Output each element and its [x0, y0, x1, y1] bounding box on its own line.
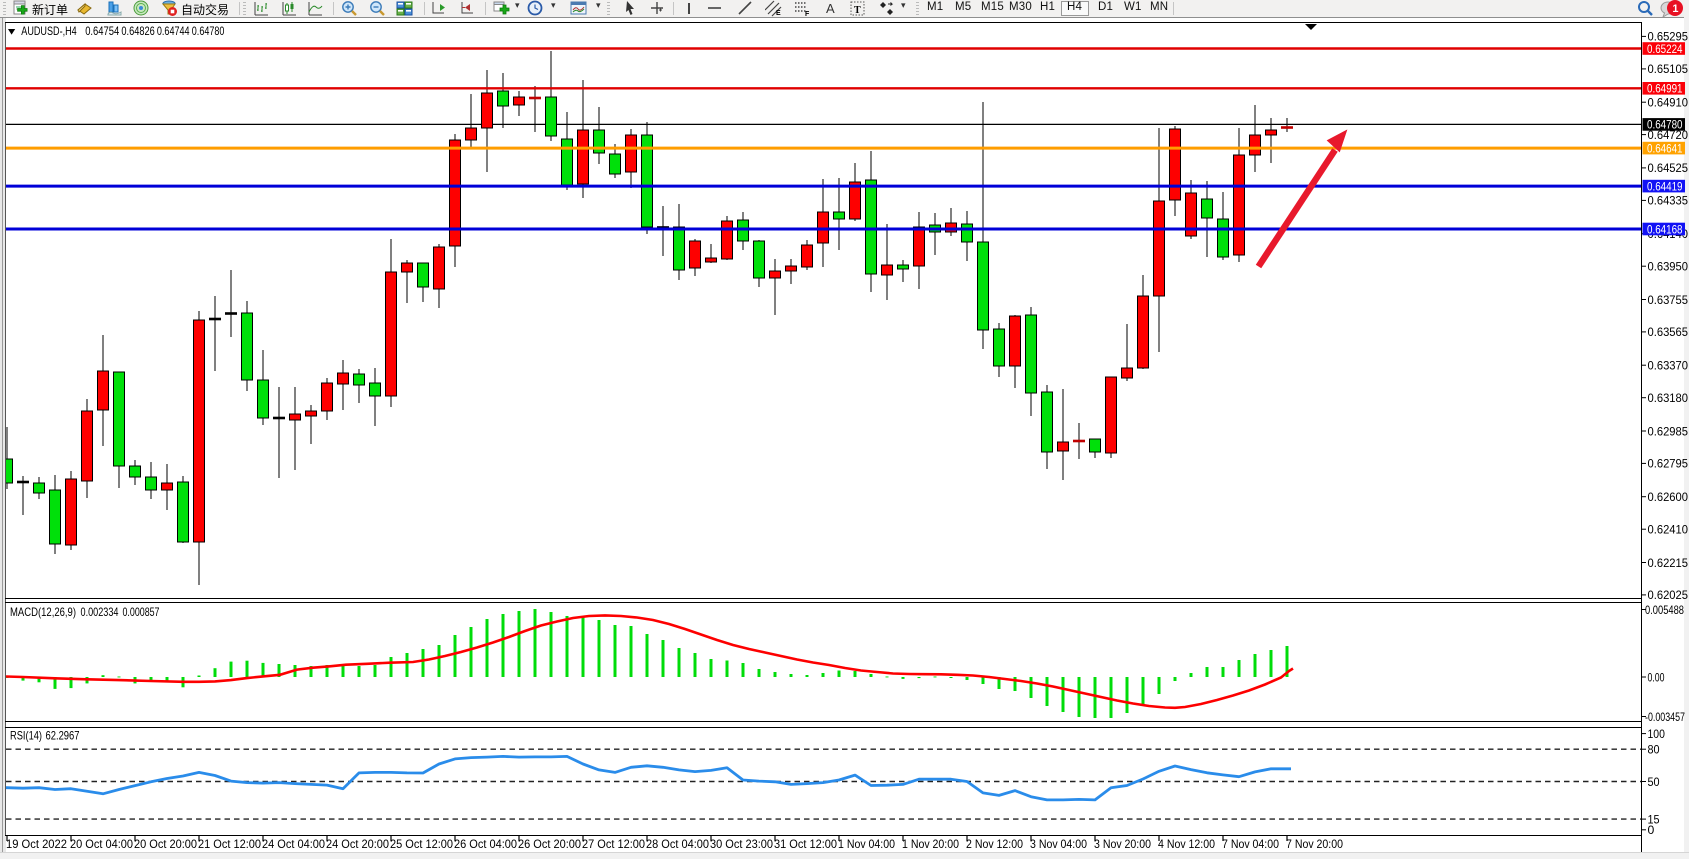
- svg-text:4 Nov 12:00: 4 Nov 12:00: [1158, 837, 1215, 851]
- svg-text:0.64780: 0.64780: [192, 24, 225, 38]
- svg-text:26 Oct 04:00: 26 Oct 04:00: [454, 837, 517, 851]
- svg-text:MACD(12,26,9): MACD(12,26,9): [10, 605, 76, 619]
- svg-text:0.64335: 0.64335: [1648, 194, 1689, 208]
- svg-text:2 Nov 12:00: 2 Nov 12:00: [966, 837, 1023, 851]
- svg-text:AUDUSD-,H4: AUDUSD-,H4: [21, 24, 77, 38]
- svg-text:0.63180: 0.63180: [1648, 391, 1689, 405]
- svg-text:27 Oct 12:00: 27 Oct 12:00: [582, 837, 645, 851]
- svg-text:20 Oct 04:00: 20 Oct 04:00: [70, 837, 133, 851]
- svg-text:1 Nov 20:00: 1 Nov 20:00: [902, 837, 959, 851]
- svg-text:0.002334: 0.002334: [81, 605, 119, 619]
- svg-text:0.64419: 0.64419: [1647, 179, 1683, 193]
- svg-text:0.64910: 0.64910: [1648, 96, 1689, 110]
- svg-text:E: E: [776, 10, 781, 17]
- svg-text:0.63565: 0.63565: [1648, 325, 1689, 339]
- svg-text:28 Oct 04:00: 28 Oct 04:00: [646, 837, 709, 851]
- svg-text:0.62985: 0.62985: [1648, 424, 1689, 438]
- svg-text:T: T: [854, 5, 861, 16]
- svg-text:F: F: [805, 11, 810, 17]
- svg-text:0.64641: 0.64641: [1647, 141, 1683, 155]
- svg-text:24 Oct 20:00: 24 Oct 20:00: [326, 837, 389, 851]
- svg-text:1: 1: [1672, 3, 1678, 15]
- svg-text:0.64168: 0.64168: [1647, 222, 1683, 236]
- svg-text:3 Nov 20:00: 3 Nov 20:00: [1094, 837, 1151, 851]
- svg-text:0.00: 0.00: [1648, 670, 1665, 684]
- svg-text:62.2967: 62.2967: [46, 729, 80, 743]
- svg-text:0.65295: 0.65295: [1648, 30, 1689, 44]
- svg-text:0.000857: 0.000857: [123, 605, 160, 619]
- svg-text:0.64744: 0.64744: [157, 24, 190, 38]
- svg-text:0.63950: 0.63950: [1648, 260, 1689, 274]
- svg-text:20 Oct 20:00: 20 Oct 20:00: [134, 837, 197, 851]
- svg-text:RSI(14): RSI(14): [10, 729, 42, 743]
- svg-text:0: 0: [1648, 823, 1655, 837]
- svg-text:0.65105: 0.65105: [1648, 62, 1689, 76]
- svg-text:0.64826: 0.64826: [121, 24, 155, 38]
- svg-text:15: 15: [1648, 812, 1660, 826]
- svg-text:7 Nov 04:00: 7 Nov 04:00: [1222, 837, 1279, 851]
- svg-text:0.64754: 0.64754: [85, 24, 119, 38]
- svg-text:0.005488: 0.005488: [1645, 603, 1684, 617]
- svg-text:0.64780: 0.64780: [1647, 118, 1683, 132]
- svg-text:25 Oct 12:00: 25 Oct 12:00: [390, 837, 453, 851]
- svg-text:0.62025: 0.62025: [1648, 588, 1689, 602]
- svg-text:0.64720: 0.64720: [1648, 128, 1689, 142]
- svg-text:7 Nov 20:00: 7 Nov 20:00: [1286, 837, 1343, 851]
- svg-text:1 Nov 04:00: 1 Nov 04:00: [838, 837, 895, 851]
- svg-text:80: 80: [1648, 743, 1660, 757]
- svg-text:-0.003457: -0.003457: [1645, 710, 1685, 724]
- svg-text:50: 50: [1648, 775, 1660, 789]
- svg-text:3 Nov 04:00: 3 Nov 04:00: [1030, 837, 1087, 851]
- svg-text:31 Oct 12:00: 31 Oct 12:00: [774, 837, 837, 851]
- svg-text:24 Oct 04:00: 24 Oct 04:00: [262, 837, 325, 851]
- svg-text:0.62215: 0.62215: [1648, 556, 1689, 570]
- svg-text:19 Oct 2022: 19 Oct 2022: [6, 837, 67, 851]
- svg-text:0.64991: 0.64991: [1647, 82, 1683, 96]
- svg-text:0.62795: 0.62795: [1648, 457, 1689, 471]
- svg-text:26 Oct 20:00: 26 Oct 20:00: [518, 837, 581, 851]
- svg-text:0.63370: 0.63370: [1648, 359, 1689, 373]
- svg-text:100: 100: [1648, 727, 1666, 741]
- svg-text:0.62600: 0.62600: [1648, 490, 1689, 504]
- svg-text:0.63755: 0.63755: [1648, 293, 1689, 307]
- svg-text:30 Oct 23:00: 30 Oct 23:00: [710, 837, 773, 851]
- svg-text:0.65224: 0.65224: [1647, 42, 1683, 56]
- svg-text:0.62410: 0.62410: [1648, 523, 1689, 537]
- svg-text:21 Oct 12:00: 21 Oct 12:00: [198, 837, 261, 851]
- svg-text:0.64525: 0.64525: [1648, 161, 1689, 175]
